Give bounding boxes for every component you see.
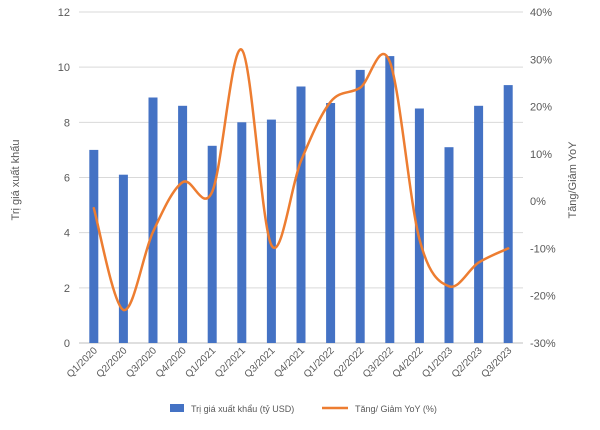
bar-q4-2021 (296, 86, 306, 343)
x-axis-tick-label: Q1/2022 (302, 345, 337, 380)
bar-q3-2023 (503, 85, 513, 343)
yoy-series-line (92, 48, 510, 312)
left-axis-tick-label: 2 (64, 283, 70, 295)
left-axis-tick-label: 6 (64, 173, 70, 185)
x-axis-tick-label: Q3/2020 (124, 345, 159, 380)
bar-q4-2022 (414, 108, 424, 343)
x-axis-tick-label: Q2/2022 (331, 345, 366, 380)
right-axis-tick-labels: -30% -20% -10% 0% 10% 20% 30% 40% (530, 7, 556, 350)
line-series-yoy (92, 48, 510, 312)
left-axis-tick-label: 10 (58, 62, 70, 74)
left-axis-tick-label: 12 (58, 7, 70, 19)
bar-q1-2020 (89, 149, 99, 343)
left-axis-title: Trị giá xuất khẩu (10, 140, 22, 221)
x-axis-tick-label: Q3/2022 (361, 345, 396, 380)
right-axis-tick-label: 20% (530, 102, 552, 114)
right-axis-tick-label: 30% (530, 54, 552, 66)
x-axis-tick-label: Q4/2021 (272, 345, 307, 380)
bar-q2-2022 (355, 69, 365, 344)
right-axis-tick-label: 10% (530, 149, 552, 161)
right-axis-tick-label: -20% (530, 291, 556, 303)
legend-swatch-bar (170, 404, 184, 412)
x-axis-tick-label: Q2/2021 (213, 345, 248, 380)
left-axis-tick-label: 0 (64, 338, 70, 350)
left-axis-tick-label: 4 (64, 228, 70, 240)
bar-q1-2023 (444, 147, 454, 343)
right-axis-tick-label: 40% (530, 7, 552, 19)
right-axis-tick-label: -30% (530, 338, 556, 350)
bar-q2-2021 (237, 122, 247, 343)
x-axis-tick-label: Q1/2023 (420, 345, 455, 380)
x-axis-tick-label: Q2/2020 (95, 345, 130, 380)
bar-q2-2020 (118, 174, 128, 343)
bar-series-export-value (89, 56, 513, 344)
legend-label-bar: Trị giá xuất khẩu (tỷ USD) (191, 404, 294, 414)
bar-q3-2021 (266, 119, 276, 343)
right-axis-tick-label: -10% (530, 243, 556, 255)
x-axis-tick-label: Q3/2023 (479, 345, 514, 380)
right-axis-tick-label: 0% (530, 196, 546, 208)
bar-q3-2022 (385, 56, 395, 343)
x-axis-tick-label: Q2/2023 (450, 345, 485, 380)
x-axis-tick-label: Q1/2020 (65, 345, 100, 380)
legend-label-line: Tăng/ Giảm YoY (%) (355, 404, 437, 414)
bar-q1-2021 (207, 145, 217, 343)
left-axis-tick-labels: 0 2 4 6 8 10 12 (58, 7, 70, 350)
left-axis-tick-label: 8 (64, 117, 70, 129)
x-axis-tick-label: Q3/2021 (243, 345, 278, 380)
x-axis-tick-labels: Q1/2020Q2/2020Q3/2020Q4/2020Q1/2021Q2/20… (65, 345, 515, 380)
right-axis-title: Tăng/Giảm YoY (567, 141, 579, 219)
bar-q1-2022 (326, 103, 336, 343)
x-axis-tick-label: Q4/2022 (391, 345, 426, 380)
legend: Trị giá xuất khẩu (tỷ USD) Tăng/ Giảm Yo… (170, 404, 437, 414)
bar-q4-2020 (178, 105, 188, 343)
bar-q3-2020 (148, 97, 158, 343)
bar-q2-2023 (474, 105, 484, 343)
x-axis-tick-label: Q4/2020 (154, 345, 189, 380)
x-axis-tick-label: Q1/2021 (183, 345, 218, 380)
